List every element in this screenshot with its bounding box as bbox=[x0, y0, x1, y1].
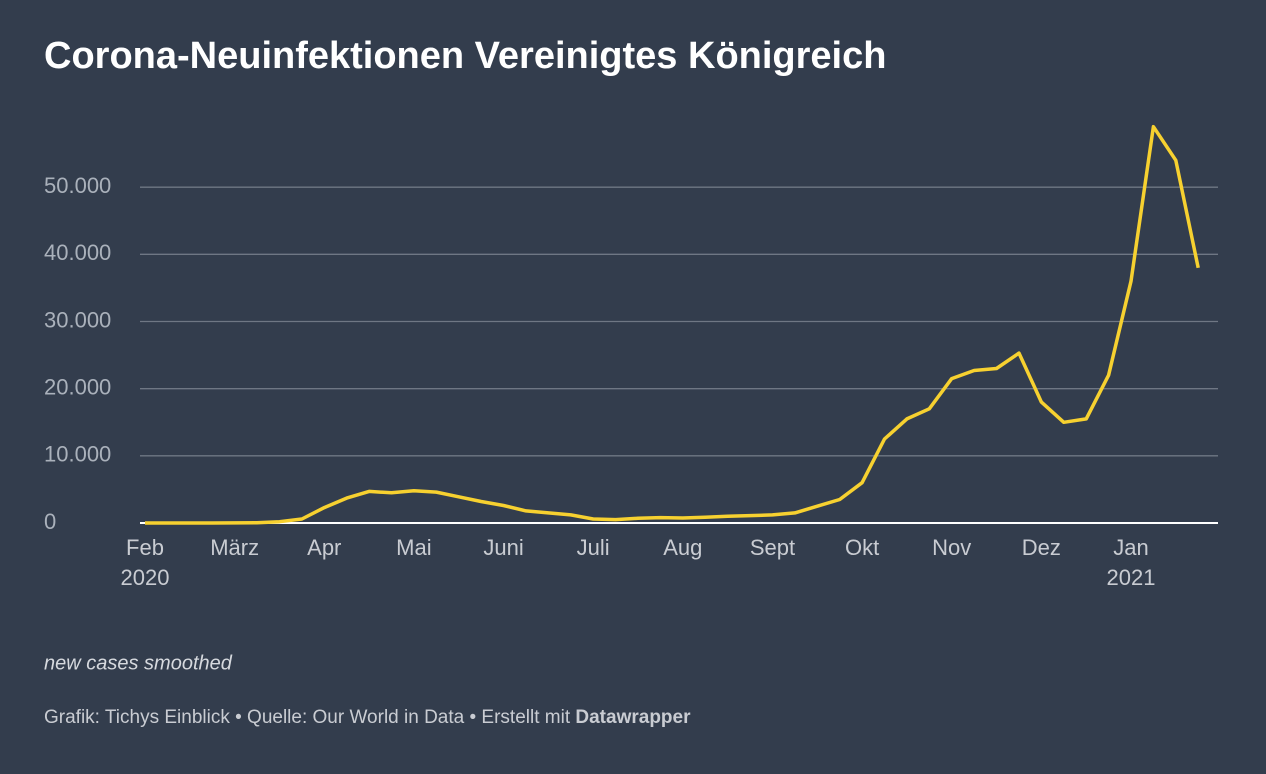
x-tick-label-line: Mai bbox=[396, 535, 431, 560]
x-tick-label-line: Juli bbox=[577, 535, 610, 560]
x-tick-label: Okt bbox=[845, 535, 879, 560]
source-text: Grafik: Tichys Einblick • Quelle: Our Wo… bbox=[44, 707, 571, 728]
note: new cases smoothed bbox=[44, 652, 233, 674]
x-tick-label: Apr bbox=[307, 535, 341, 560]
x-tick-label-line: 2021 bbox=[1107, 565, 1156, 590]
source: Grafik: Tichys Einblick • Quelle: Our Wo… bbox=[44, 707, 691, 728]
x-tick-label: Dez bbox=[1022, 535, 1061, 560]
x-tick-label-line: Dez bbox=[1022, 535, 1061, 560]
x-tick-label-line: Jan bbox=[1113, 535, 1148, 560]
x-tick-label-line: Sept bbox=[750, 535, 795, 560]
y-tick-label: 10.000 bbox=[44, 442, 111, 467]
x-tick-label: Sept bbox=[750, 535, 795, 560]
chart-title: Corona-Neuinfektionen Vereinigtes Königr… bbox=[44, 35, 886, 77]
x-tick-label: Mai bbox=[396, 535, 431, 560]
source-bold: Datawrapper bbox=[575, 707, 691, 728]
line bbox=[145, 124, 1200, 525]
x-tick-label-line: Apr bbox=[307, 535, 341, 560]
x-tick-label: Juni bbox=[483, 535, 523, 560]
x-tick-label-line: Nov bbox=[932, 535, 971, 560]
x-tick-label-line: Okt bbox=[845, 535, 879, 560]
y-tick-label: 40.000 bbox=[44, 240, 111, 265]
y-tick-label: 20.000 bbox=[44, 374, 111, 399]
x-tick-label: Juli bbox=[577, 535, 610, 560]
x-tick-label-line: März bbox=[210, 535, 259, 560]
x-tick-label-line: Aug bbox=[663, 535, 702, 560]
y-tick-label: 50.000 bbox=[44, 173, 111, 198]
x-tick-label-line: 2020 bbox=[121, 565, 170, 590]
y-tick-label: 0 bbox=[44, 509, 56, 534]
x-tick-label: Aug bbox=[663, 535, 702, 560]
x-tick-label: März bbox=[210, 535, 259, 560]
x-tick-label-line: Juni bbox=[483, 535, 523, 560]
x-tick-label: Feb 2020 bbox=[121, 535, 170, 590]
x-tick-label: Jan 2021 bbox=[1107, 535, 1156, 590]
x-tick-label: Nov bbox=[932, 535, 971, 560]
x-tick-label-line: Feb bbox=[126, 535, 164, 560]
y-tick-label: 30.000 bbox=[44, 307, 111, 332]
